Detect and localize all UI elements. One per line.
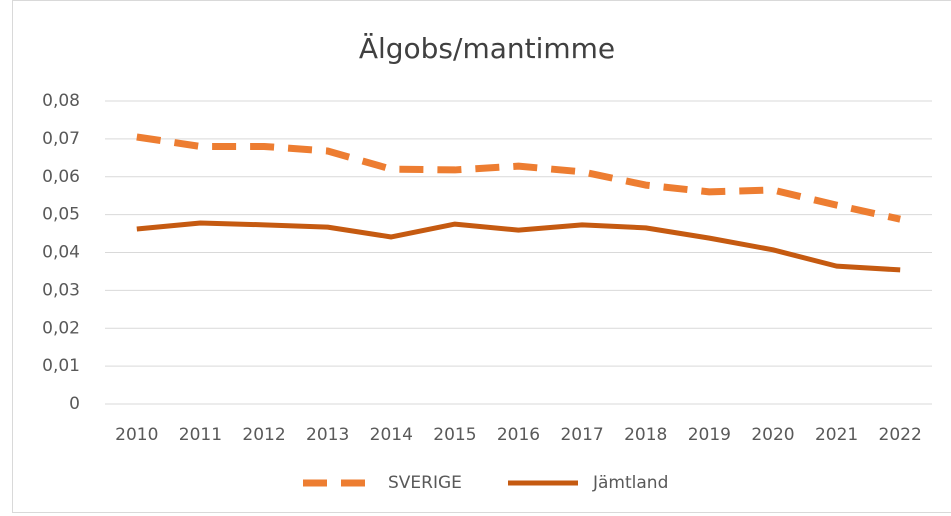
y-tick-label: 0,05: [42, 205, 80, 225]
legend-label: Jämtland: [592, 473, 668, 493]
chart-title: Älgobs/mantimme: [359, 32, 615, 65]
y-tick-label: 0,04: [42, 243, 80, 263]
x-tick-label: 2020: [751, 425, 794, 445]
y-tick-label: 0,07: [42, 129, 80, 149]
legend-label: SVERIGE: [388, 473, 462, 493]
x-tick-label: 2013: [306, 425, 349, 445]
x-tick-label: 2021: [815, 425, 858, 445]
x-tick-label: 2010: [115, 425, 158, 445]
x-tick-label: 2017: [560, 425, 603, 445]
x-tick-label: 2022: [879, 425, 922, 445]
y-tick-label: 0,08: [42, 91, 80, 111]
x-tick-label: 2016: [497, 425, 540, 445]
x-tick-label: 2014: [370, 425, 413, 445]
y-tick-label: 0,06: [42, 167, 80, 187]
y-tick-label: 0: [69, 394, 80, 414]
y-tick-label: 0,03: [42, 280, 80, 300]
y-tick-label: 0,01: [42, 356, 80, 376]
x-tick-label: 2018: [624, 425, 667, 445]
x-tick-label: 2015: [433, 425, 476, 445]
x-tick-label: 2011: [179, 425, 222, 445]
y-tick-label: 0,02: [42, 318, 80, 338]
series-line: [136, 133, 901, 223]
x-tick-label: 2019: [688, 425, 731, 445]
x-tick-label: 2012: [242, 425, 285, 445]
series-line: [136, 220, 901, 273]
